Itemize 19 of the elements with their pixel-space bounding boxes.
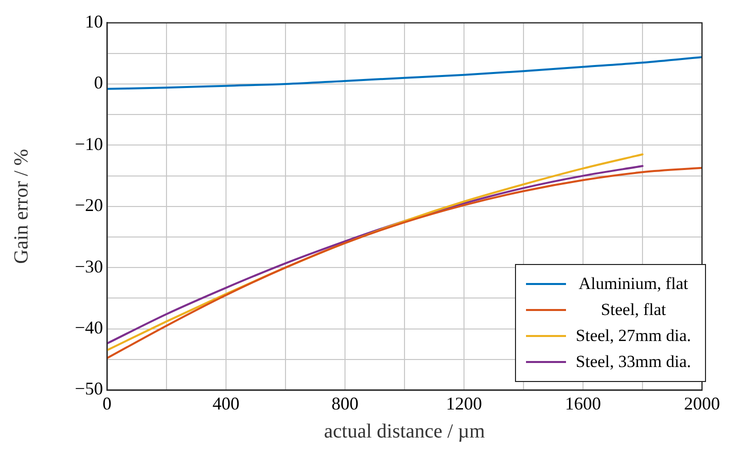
x-tick-label: 1600: [565, 394, 601, 414]
line-series: [107, 56, 702, 90]
y-tick-label: −30: [74, 256, 103, 276]
x-tick-label: 800: [332, 394, 358, 414]
y-tick-label: 0: [94, 72, 103, 93]
legend-label: Steel, flat: [600, 300, 667, 320]
x-tick-label: 2000: [684, 394, 720, 414]
y-tick-label: 10: [85, 12, 103, 32]
x-tick-label: 400: [212, 394, 240, 414]
y-tick-label: −10: [74, 134, 103, 154]
x-tick-label: 1200: [446, 394, 482, 414]
y-tick-label: −40: [74, 318, 103, 338]
legend-label: Steel, 33mm dia.: [576, 352, 691, 372]
y-axis-title: Gain error / %: [10, 148, 32, 264]
x-axis-title: actual distance / µm: [324, 420, 486, 442]
y-tick-label: −20: [74, 195, 103, 216]
legend-label: Steel, 27mm dia.: [576, 326, 691, 346]
legend-label: Aluminium, flat: [578, 274, 690, 294]
y-tick-label: −50: [74, 378, 103, 399]
